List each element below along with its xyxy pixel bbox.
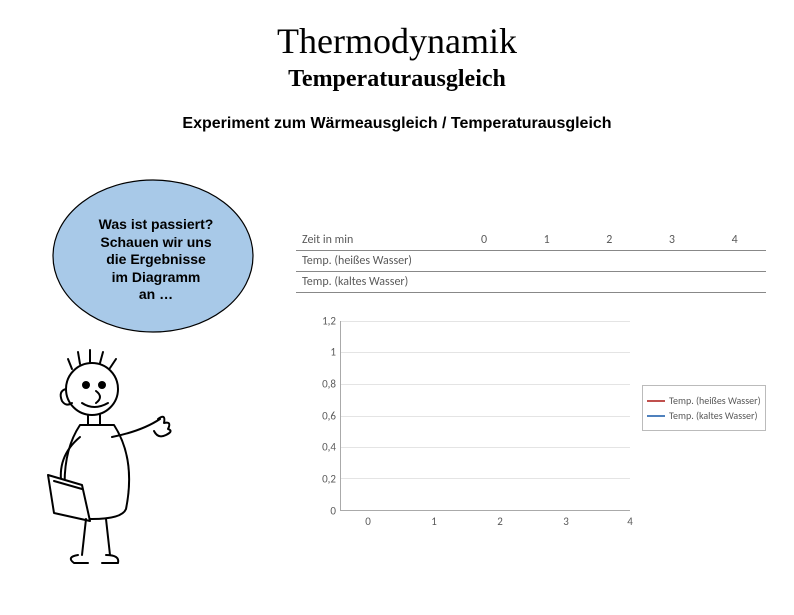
y-tick-label: 0 <box>330 505 336 518</box>
legend-swatch-cold <box>647 415 665 417</box>
x-tick-label: 1 <box>431 515 437 528</box>
legend-item-cold: Temp. (kaltes Wasser) <box>647 409 761 422</box>
table-row-time: Zeit in min 0 1 2 3 4 <box>296 230 766 251</box>
legend-label: Temp. (kaltes Wasser) <box>669 409 758 422</box>
y-tick-label: 1,2 <box>322 315 336 328</box>
row-label: Temp. (kaltes Wasser) <box>296 272 453 293</box>
chart-legend: Temp. (heißes Wasser) Temp. (kaltes Wass… <box>642 385 766 431</box>
x-tick-label: 4 <box>627 515 633 528</box>
row-label: Zeit in min <box>296 230 453 251</box>
y-tick-label: 0,8 <box>322 378 336 391</box>
x-tick-label: 2 <box>497 515 503 528</box>
speech-bubble-text: Was ist passiert?Schauen wir unsdie Erge… <box>78 216 234 304</box>
page-title: Thermodynamik <box>0 20 794 62</box>
y-tick-label: 1 <box>330 346 336 359</box>
y-tick-label: 0,6 <box>322 410 336 423</box>
y-tick-label: 0,2 <box>322 473 336 486</box>
chart-region: 1,2 1 0,8 0,6 0,4 0,2 0 0 1 2 3 4 Temp. … <box>296 315 766 535</box>
chart-plot-area <box>340 321 630 511</box>
data-table: Zeit in min 0 1 2 3 4 Temp. (heißes Wass… <box>296 230 766 293</box>
legend-item-hot: Temp. (heißes Wasser) <box>647 394 761 407</box>
data-table-region: Zeit in min 0 1 2 3 4 Temp. (heißes Wass… <box>296 230 766 293</box>
y-tick-label: 0,4 <box>322 441 336 454</box>
row-label: Temp. (heißes Wasser) <box>296 251 453 272</box>
legend-swatch-hot <box>647 400 665 402</box>
legend-label: Temp. (heißes Wasser) <box>669 394 761 407</box>
speech-bubble: Was ist passiert?Schauen wir unsdie Erge… <box>48 176 258 341</box>
x-tick-label: 3 <box>563 515 569 528</box>
experiment-heading: Experiment zum Wärmeausgleich / Temperat… <box>0 115 794 133</box>
x-tick-label: 0 <box>365 515 371 528</box>
character-illustration <box>30 345 200 565</box>
table-row-hot: Temp. (heißes Wasser) <box>296 251 766 272</box>
table-row-cold: Temp. (kaltes Wasser) <box>296 272 766 293</box>
page-subtitle: Temperaturausgleich <box>0 66 794 93</box>
